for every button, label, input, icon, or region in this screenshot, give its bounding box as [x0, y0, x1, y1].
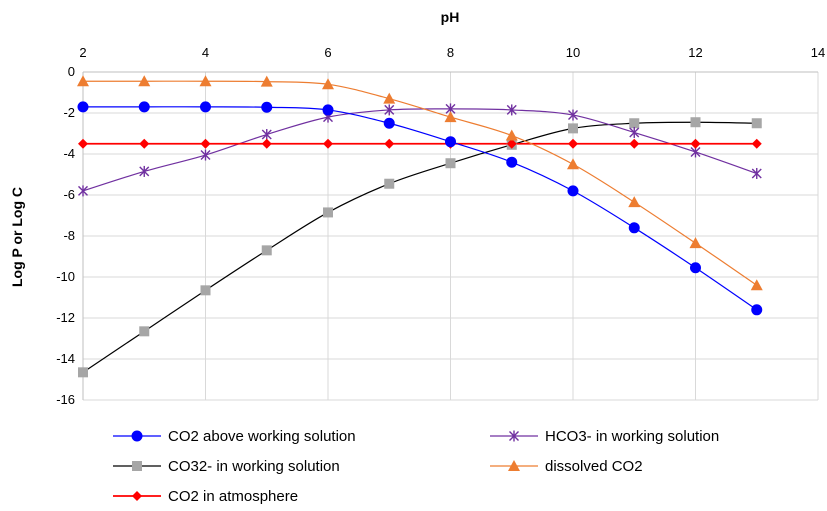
data-point-marker — [79, 185, 88, 196]
y-tick-label: -2 — [63, 105, 75, 120]
legend: CO2 above working solution HCO3- in worki… — [113, 428, 719, 505]
data-point-marker — [262, 129, 271, 140]
data-point-marker — [568, 186, 578, 196]
data-point-marker — [506, 130, 518, 141]
data-point-marker — [568, 123, 578, 133]
data-point-marker — [567, 158, 579, 169]
y-tick-label: -12 — [56, 310, 75, 325]
y-tick-label: 0 — [68, 64, 75, 79]
y-tick-label: -14 — [56, 351, 75, 366]
data-point-marker — [752, 139, 762, 149]
legend-item: CO32- in working solution — [113, 458, 340, 475]
data-point-marker — [384, 118, 394, 128]
legend-item: HCO3- in working solution — [490, 428, 719, 445]
legend-item: dissolved CO2 — [490, 458, 643, 475]
data-point-marker — [139, 139, 149, 149]
legend-marker — [132, 491, 142, 501]
data-point-marker — [752, 118, 762, 128]
legend-label: CO2 above working solution — [168, 428, 356, 445]
legend-marker — [132, 431, 142, 441]
data-point-marker — [630, 127, 639, 138]
x-axis-title: pH — [441, 9, 460, 25]
legend-label: CO32- in working solution — [168, 458, 340, 475]
data-point-marker — [78, 367, 88, 377]
x-tick-label: 6 — [324, 45, 331, 60]
series-markers — [77, 75, 763, 377]
data-point-marker — [628, 196, 640, 207]
data-point-marker — [262, 139, 272, 149]
legend-label: dissolved CO2 — [545, 458, 643, 475]
data-point-marker — [691, 139, 701, 149]
series-line-3 — [83, 81, 757, 285]
data-point-marker — [446, 137, 456, 147]
data-point-marker — [323, 139, 333, 149]
data-point-marker — [568, 139, 578, 149]
data-point-marker — [78, 102, 88, 112]
data-point-marker — [446, 158, 456, 168]
y-tick-label: -6 — [63, 187, 75, 202]
data-point-marker — [262, 245, 272, 255]
data-point-marker — [507, 157, 517, 167]
data-point-marker — [201, 102, 211, 112]
data-point-marker — [323, 105, 333, 115]
x-tick-label: 8 — [447, 45, 454, 60]
data-point-marker — [690, 237, 702, 248]
tick-labels: 2 4 6 8 10 12 14 0 -2 -4 -6 -8 -10 -12 -14 -16 — [56, 45, 825, 407]
y-tick-label: -4 — [63, 146, 75, 161]
x-tick-label: 12 — [688, 45, 702, 60]
data-point-marker — [201, 285, 211, 295]
x-tick-label: 4 — [202, 45, 209, 60]
data-point-marker — [383, 93, 395, 104]
series-line-1 — [83, 109, 757, 191]
data-point-marker — [629, 118, 639, 128]
data-point-marker — [323, 207, 333, 217]
x-tick-label: 10 — [566, 45, 580, 60]
data-point-marker — [691, 117, 701, 127]
legend-item: CO2 in atmosphere — [113, 488, 298, 505]
series-line-0 — [83, 107, 757, 310]
data-point-marker — [201, 150, 210, 161]
data-point-marker — [752, 305, 762, 315]
data-point-marker — [262, 102, 272, 112]
series-lines — [83, 81, 757, 372]
x-tick-label: 14 — [811, 45, 825, 60]
data-point-marker — [140, 166, 149, 177]
y-axis-title: Log P or Log C — [9, 187, 25, 287]
y-tick-label: -16 — [56, 392, 75, 407]
y-tick-label: -8 — [63, 228, 75, 243]
legend-marker — [132, 461, 142, 471]
legend-label: CO2 in atmosphere — [168, 488, 298, 505]
data-point-marker — [139, 326, 149, 336]
data-point-marker — [384, 139, 394, 149]
data-point-marker — [384, 179, 394, 189]
data-point-marker — [139, 102, 149, 112]
legend-label: HCO3- in working solution — [545, 428, 719, 445]
data-point-marker — [629, 223, 639, 233]
data-point-marker — [78, 139, 88, 149]
data-point-marker — [201, 139, 211, 149]
data-point-marker — [751, 279, 763, 290]
legend-item: CO2 above working solution — [113, 428, 356, 445]
series-line-2 — [83, 122, 757, 372]
x-tick-label: 2 — [79, 45, 86, 60]
data-point-marker — [691, 263, 701, 273]
y-tick-label: -10 — [56, 269, 75, 284]
data-point-marker — [629, 139, 639, 149]
data-point-marker — [752, 168, 761, 179]
